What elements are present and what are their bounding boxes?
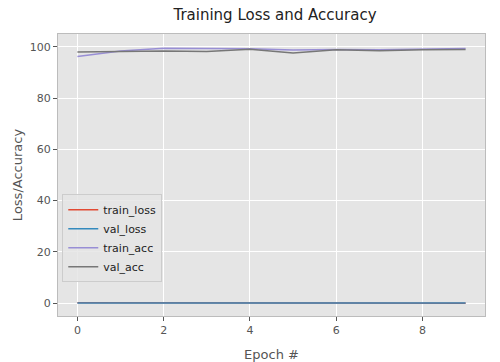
svg-text:0: 0 xyxy=(44,297,51,310)
svg-text:train_loss: train_loss xyxy=(103,204,156,217)
svg-text:4: 4 xyxy=(246,324,253,337)
svg-text:2: 2 xyxy=(160,324,167,337)
svg-text:6: 6 xyxy=(333,324,340,337)
svg-text:Loss/Accuracy: Loss/Accuracy xyxy=(10,129,25,222)
svg-text:val_loss: val_loss xyxy=(103,223,146,236)
svg-text:val_acc: val_acc xyxy=(103,261,144,274)
svg-text:80: 80 xyxy=(37,92,51,105)
svg-text:8: 8 xyxy=(419,324,426,337)
svg-text:Training Loss and Accuracy: Training Loss and Accuracy xyxy=(172,6,376,24)
svg-text:40: 40 xyxy=(37,194,51,207)
svg-text:train_acc: train_acc xyxy=(103,242,153,255)
svg-text:Epoch #: Epoch # xyxy=(244,347,299,362)
svg-text:100: 100 xyxy=(30,41,51,54)
svg-text:20: 20 xyxy=(37,246,51,259)
svg-text:0: 0 xyxy=(74,324,81,337)
svg-text:60: 60 xyxy=(37,143,51,156)
